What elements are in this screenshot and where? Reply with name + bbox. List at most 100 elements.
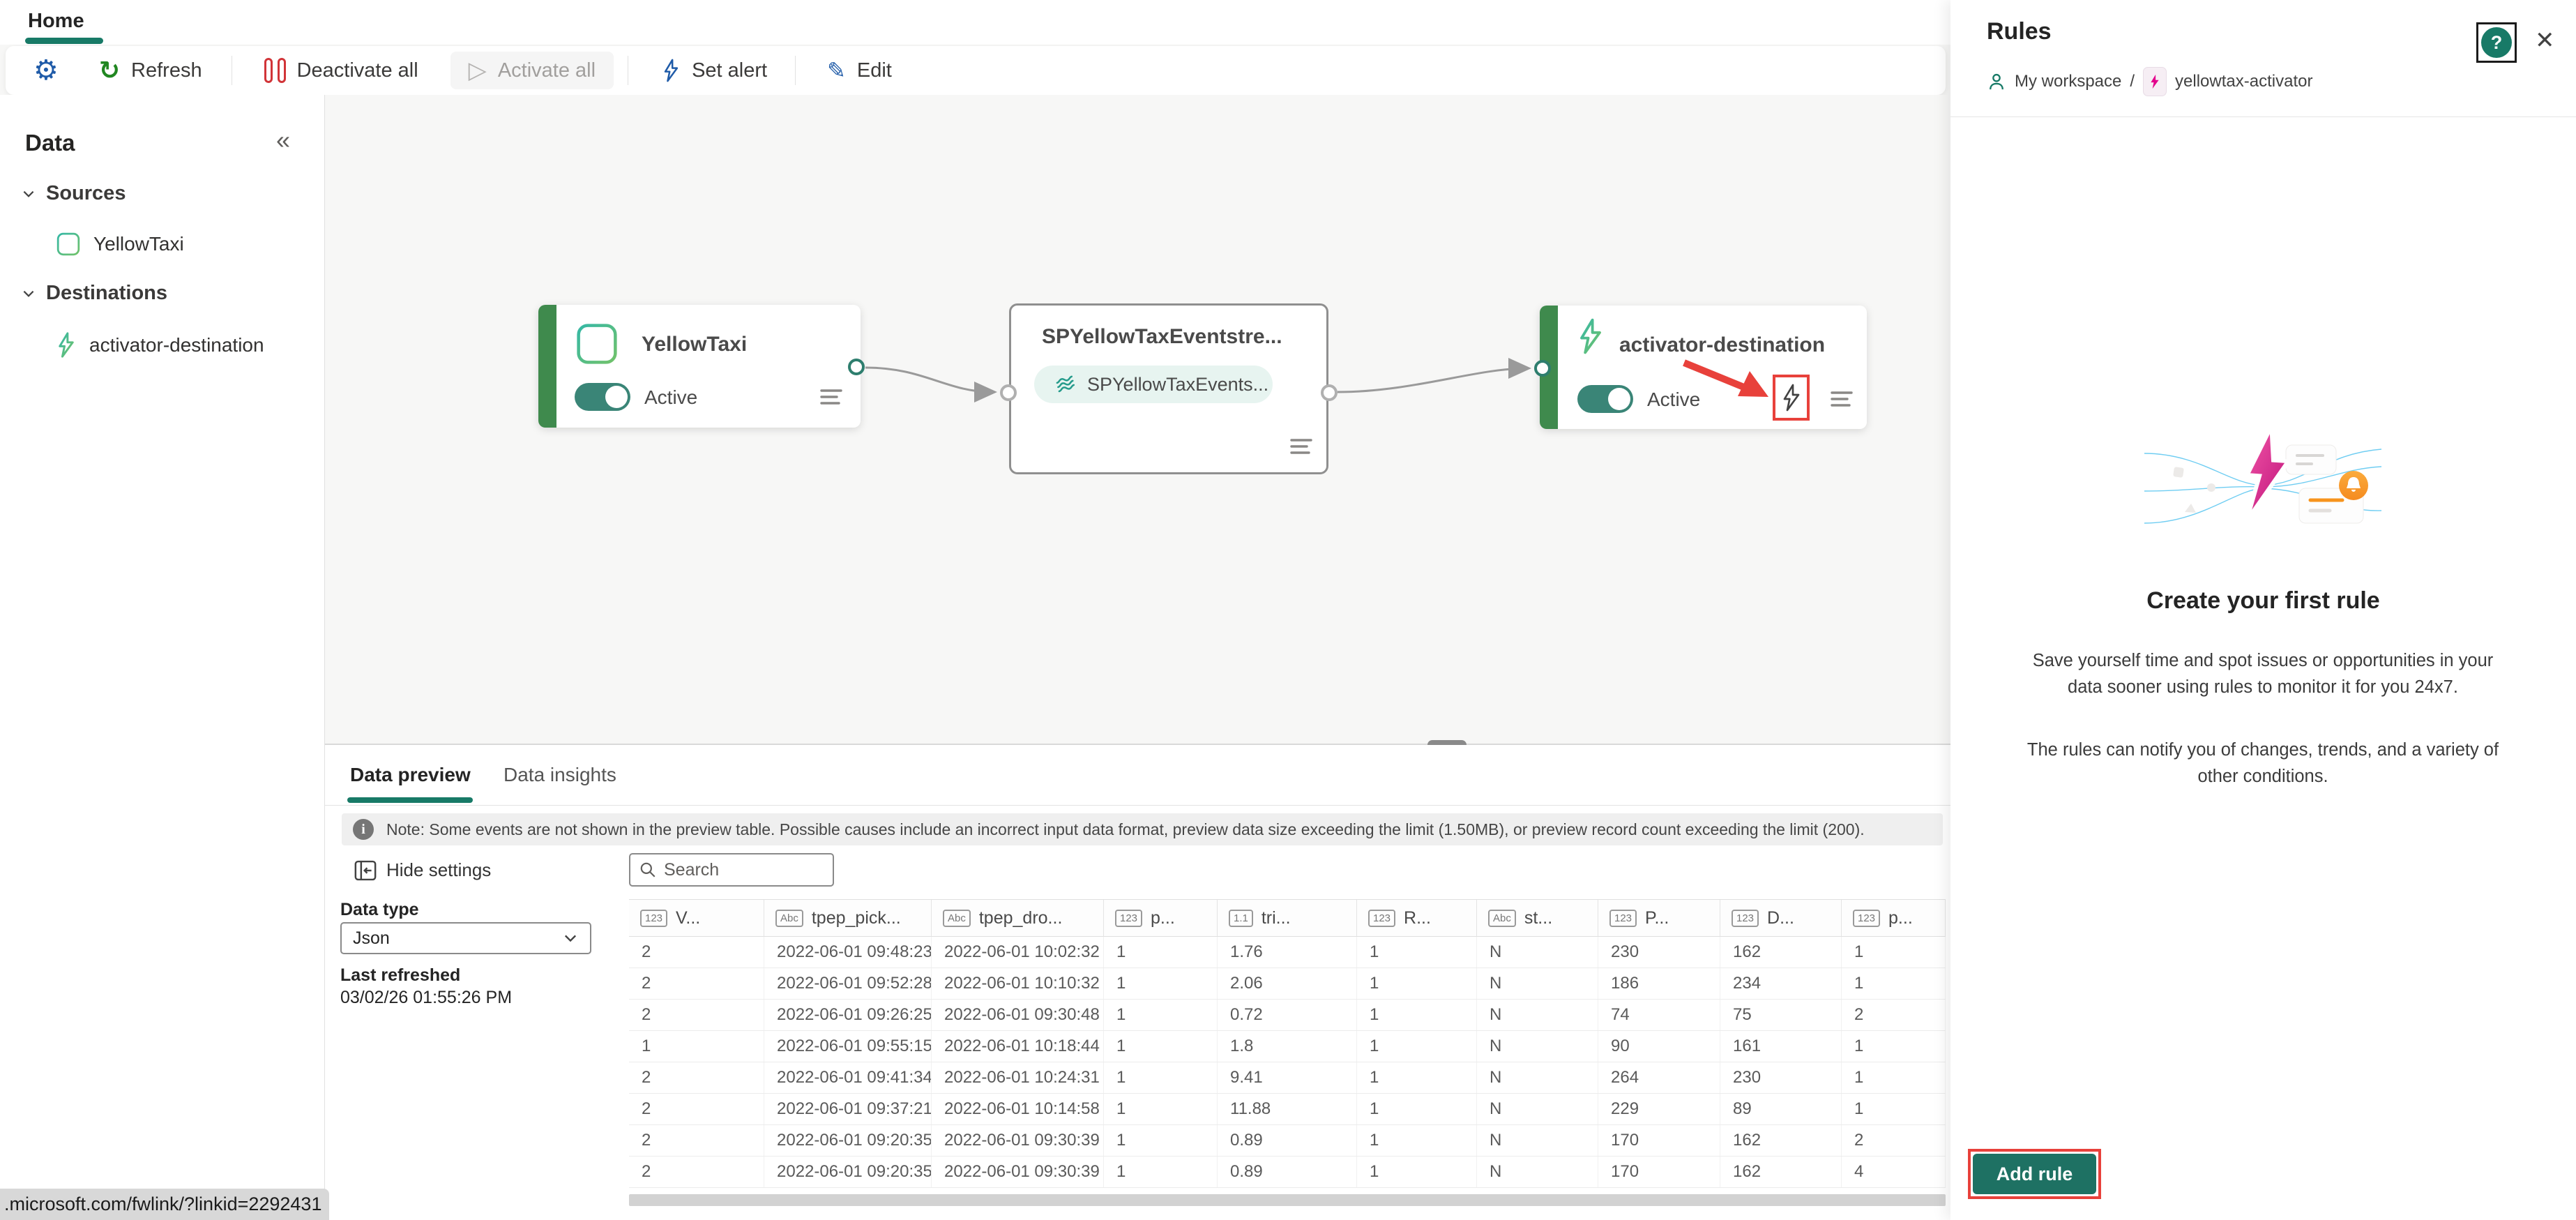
- data-sidebar: Data « Sources YellowTaxi Destinat: [0, 95, 325, 1220]
- table-row: 2 2022-06-01 09:20:35 2022-06-01 09:30:39 1…: [629, 1125, 1946, 1157]
- rules-empty-illustration: [2144, 430, 2381, 524]
- table-cell: 1: [1104, 1157, 1218, 1187]
- table-cell: 1: [629, 1031, 764, 1062]
- table-cell: 2022-06-01 09:20:35: [764, 1157, 932, 1187]
- breadcrumb-item[interactable]: yellowtax-activator: [2175, 72, 2313, 91]
- refresh-label: Refresh: [131, 59, 202, 82]
- node-title: YellowTaxi: [642, 333, 748, 356]
- help-button[interactable]: ?: [2476, 22, 2517, 63]
- table-header-cell[interactable]: 123 R...: [1357, 900, 1477, 936]
- sources-group[interactable]: Sources: [21, 182, 126, 205]
- table-cell: 1: [1104, 1062, 1218, 1093]
- table-cell: 186: [1598, 968, 1720, 999]
- table-cell: 162: [1720, 1157, 1842, 1187]
- node-yellowtaxi[interactable]: YellowTaxi Active: [538, 305, 865, 428]
- breadcrumb-workspace[interactable]: My workspace: [2015, 72, 2122, 91]
- tab-data-insights[interactable]: Data insights: [503, 764, 616, 785]
- set-alert-button[interactable]: Set alert: [662, 59, 767, 82]
- node-activator-destination[interactable]: activator-destination Active: [1534, 306, 1867, 429]
- refresh-button[interactable]: ↻ Refresh: [99, 58, 202, 83]
- sidebar-item-activator-destination[interactable]: activator-destination: [56, 332, 264, 358]
- settings-button[interactable]: ⚙: [33, 57, 59, 84]
- column-type-icon: 123: [1368, 909, 1396, 927]
- preview-panel: Data preview Data insights i Note: Some …: [325, 745, 1950, 1220]
- divider: [1950, 116, 2576, 117]
- table-cell: 2.06: [1218, 968, 1357, 999]
- table-cell: 11.88: [1218, 1094, 1357, 1124]
- search-box[interactable]: [629, 853, 834, 887]
- activate-all-button-disabled[interactable]: ▷ Activate all: [450, 52, 614, 89]
- table-cell: 2022-06-01 10:02:32: [932, 937, 1104, 967]
- edit-button[interactable]: ✎ Edit: [827, 59, 892, 82]
- set-alert-icon[interactable]: [1780, 384, 1803, 412]
- table-header-cell[interactable]: 123 p...: [1842, 900, 1946, 936]
- active-toggle[interactable]: [1577, 385, 1633, 413]
- add-rule-highlight-box: Add rule: [1968, 1149, 2101, 1199]
- add-rule-button[interactable]: Add rule: [1973, 1154, 2096, 1194]
- tab-home[interactable]: Home: [28, 10, 84, 32]
- hide-settings-button[interactable]: Hide settings: [354, 859, 491, 881]
- rules-panel-title: Rules: [1987, 18, 2052, 45]
- deactivate-all-button[interactable]: Deactivate all: [264, 58, 418, 83]
- input-port[interactable]: [1000, 384, 1017, 401]
- hide-settings-label: Hide settings: [386, 859, 492, 880]
- node-spyellowtax-eventstream[interactable]: SPYellowTaxEventstre... SPYellowTaxEvent…: [1000, 303, 1338, 474]
- connection-lines: [865, 358, 1531, 402]
- column-label: tpep_pick...: [811, 908, 901, 928]
- table-header-cell[interactable]: 123 D...: [1720, 900, 1842, 936]
- node-menu-icon[interactable]: [820, 387, 844, 407]
- note-banner: i Note: Some events are not shown in the…: [342, 813, 1943, 845]
- table-header-cell[interactable]: 123 V...: [629, 900, 764, 936]
- horizontal-scrollbar[interactable]: [629, 1194, 1946, 1206]
- table-header-cell[interactable]: 123 p...: [1104, 900, 1218, 936]
- set-alert-label: Set alert: [692, 59, 768, 82]
- data-type-select[interactable]: Json: [340, 922, 591, 954]
- table-cell: 0.72: [1218, 1000, 1357, 1030]
- tab-data-preview[interactable]: Data preview: [350, 764, 471, 785]
- search-icon: [640, 862, 656, 878]
- rules-empty-title: Create your first rule: [2146, 587, 2380, 614]
- column-label: D...: [1767, 908, 1794, 928]
- table-header-cell[interactable]: Abc st...: [1477, 900, 1598, 936]
- divider: [325, 805, 1950, 806]
- stream-pill[interactable]: SPYellowTaxEvents...: [1034, 366, 1273, 403]
- data-type-value: Json: [353, 928, 390, 948]
- table-cell: 1: [1357, 1125, 1477, 1156]
- node-menu-icon[interactable]: [1290, 437, 1314, 456]
- table-header-cell[interactable]: Abc tpep_dro...: [932, 900, 1104, 936]
- active-toggle[interactable]: [575, 383, 630, 411]
- tab-active-indicator: [347, 797, 473, 803]
- table-header-cell[interactable]: 1.1 tri...: [1218, 900, 1357, 936]
- table-cell: N: [1477, 1157, 1598, 1187]
- status-link-tooltip: .microsoft.com/fwlink/?linkid=2292431: [0, 1189, 329, 1220]
- table-cell: 2022-06-01 09:37:21: [764, 1094, 932, 1124]
- column-type-icon: Abc: [775, 909, 803, 927]
- sidebar-item-yellowtaxi[interactable]: YellowTaxi: [56, 232, 184, 257]
- table-header-cell[interactable]: Abc tpep_pick...: [764, 900, 932, 936]
- node-menu-icon[interactable]: [1831, 389, 1854, 409]
- table-header-cell[interactable]: 123 P...: [1598, 900, 1720, 936]
- input-port[interactable]: [1534, 360, 1551, 377]
- table-cell: 1: [1357, 1157, 1477, 1187]
- table-cell: 229: [1598, 1094, 1720, 1124]
- table-cell: 2: [629, 968, 764, 999]
- destinations-group[interactable]: Destinations: [21, 282, 167, 305]
- pencil-icon: ✎: [827, 58, 846, 83]
- table-cell: 170: [1598, 1157, 1720, 1187]
- output-port[interactable]: [848, 359, 865, 375]
- table-header-row: 123 V... Abc tpep_pick... Abc tpep_dro... 123 p…: [629, 899, 1946, 937]
- table-cell: 170: [1598, 1125, 1720, 1156]
- table-cell: 2022-06-01 09:30:48: [932, 1000, 1104, 1030]
- table-row: 2 2022-06-01 09:26:25 2022-06-01 09:30:48 1…: [629, 1000, 1946, 1031]
- table-cell: 2022-06-01 10:10:32: [932, 968, 1104, 999]
- table-cell: 4: [1842, 1157, 1946, 1187]
- close-icon[interactable]: ✕: [2535, 27, 2555, 54]
- column-label: p...: [1151, 908, 1175, 928]
- table-cell: 2: [629, 1062, 764, 1093]
- search-input[interactable]: [664, 859, 810, 880]
- table-cell: 2022-06-01 09:52:28: [764, 968, 932, 999]
- output-port[interactable]: [1321, 384, 1338, 401]
- collapse-pane-icon[interactable]: «: [276, 126, 291, 154]
- table-cell: 2: [1842, 1000, 1946, 1030]
